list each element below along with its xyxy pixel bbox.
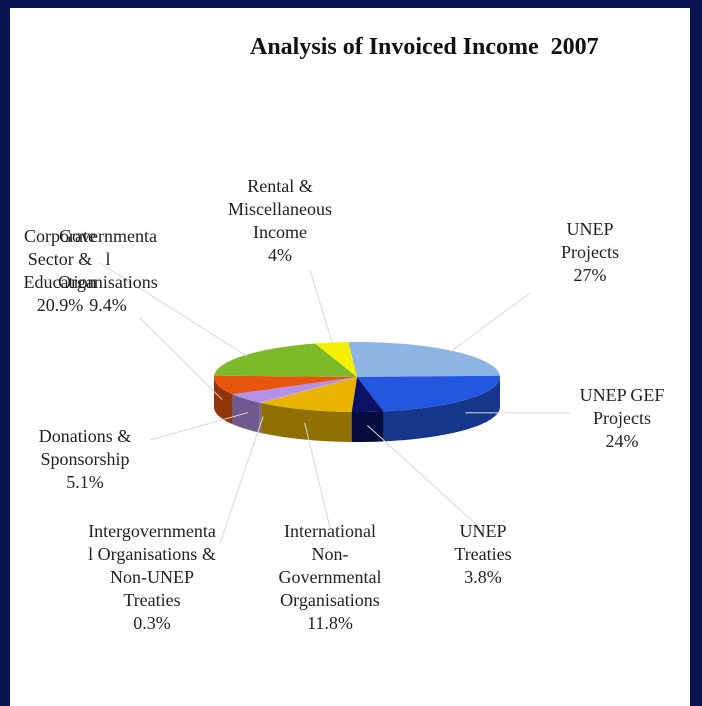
slice-value: 4%: [268, 245, 292, 265]
slice-label: UNEP GEF Projects 24%: [562, 384, 682, 453]
slice: [259, 377, 357, 403]
leader-line: [304, 422, 331, 529]
slice-side: [383, 377, 500, 442]
slice-value: 0.3%: [133, 613, 171, 633]
slice-value: 5.1%: [66, 472, 104, 492]
slice-value: 3.8%: [464, 567, 502, 587]
slice-value: 27%: [573, 265, 607, 285]
slice-side: [214, 377, 233, 425]
slice-label: Rental & Miscellaneous Income 4%: [215, 175, 345, 267]
chart-title: Analysis of Invoiced Income 2007: [250, 34, 599, 60]
slice: [357, 375, 500, 412]
slice: [315, 342, 357, 377]
slice: [351, 377, 384, 412]
slice-name: Rental & Miscellaneous Income: [228, 176, 332, 242]
slice-name: Donations & Sponsorship: [38, 426, 132, 469]
slice-name: UNEP GEF Projects: [579, 385, 665, 428]
slice-name: Corporate Sector & Education: [23, 226, 97, 292]
slice-label: Intergovernmental Organisations & Non-UN…: [87, 520, 217, 635]
pie-tops: [214, 342, 500, 412]
slice: [214, 375, 357, 395]
leader-line: [450, 292, 531, 353]
slice-value: 11.8%: [307, 613, 353, 633]
leader-line: [149, 412, 249, 441]
slice-label: Governmental Organisations 9.4%: [58, 225, 158, 317]
slice-name: International Non-Governmental Organisat…: [278, 521, 382, 610]
leader-line: [309, 269, 333, 344]
slice-value: 24%: [605, 431, 639, 451]
leader-line: [367, 425, 481, 529]
slice-side: [261, 402, 352, 442]
slice-name: UNEP Treaties: [454, 521, 512, 564]
slice: [232, 377, 357, 403]
slice-name: Governmental Organisations: [58, 226, 158, 292]
pie-sides: [214, 377, 500, 442]
slice-name: UNEP Projects: [561, 219, 619, 262]
slice-label: UNEP Treaties 3.8%: [438, 520, 528, 589]
slice-value: 20.9%: [36, 295, 84, 315]
slice-label: UNEP Projects 27%: [540, 218, 640, 287]
slice-name: Intergovernmental Organisations & Non-UN…: [88, 521, 216, 610]
leader-line: [219, 416, 264, 544]
slice: [214, 343, 357, 377]
slide: Analysis of Invoiced Income 2007 UNEP Pr…: [10, 8, 690, 706]
chart: [99, 262, 571, 544]
slice-label: Corporate Sector & Education 20.9%: [17, 225, 103, 317]
slice-side: [351, 411, 384, 442]
slice-label: Donations & Sponsorship 5.1%: [20, 425, 150, 494]
slice-label: International Non-Governmental Organisat…: [265, 520, 395, 635]
slice: [348, 342, 500, 377]
slice: [261, 377, 357, 412]
leader-line: [99, 262, 248, 357]
leader-line: [139, 317, 223, 400]
slice-value: 9.4%: [89, 295, 127, 315]
